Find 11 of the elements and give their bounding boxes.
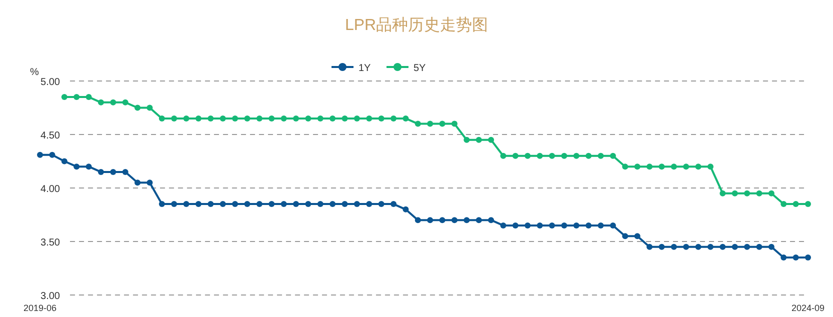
chart-title: LPR品种历史走势图: [344, 16, 488, 34]
y-tick-label: 4.50: [40, 130, 60, 142]
y-axis-title: %: [30, 67, 39, 78]
x-tick-label: 2019-06: [23, 303, 57, 313]
legend-label: 1Y: [358, 63, 372, 74]
y-tick-label: 3.50: [40, 238, 60, 248]
legend-label: 5Y: [414, 63, 426, 74]
x-tick-label: 2024-09: [791, 303, 825, 313]
y-tick-label: 5.00: [40, 77, 60, 88]
y-tick-label: 4.00: [40, 184, 60, 195]
y-tick-label: 3.00: [40, 291, 60, 302]
